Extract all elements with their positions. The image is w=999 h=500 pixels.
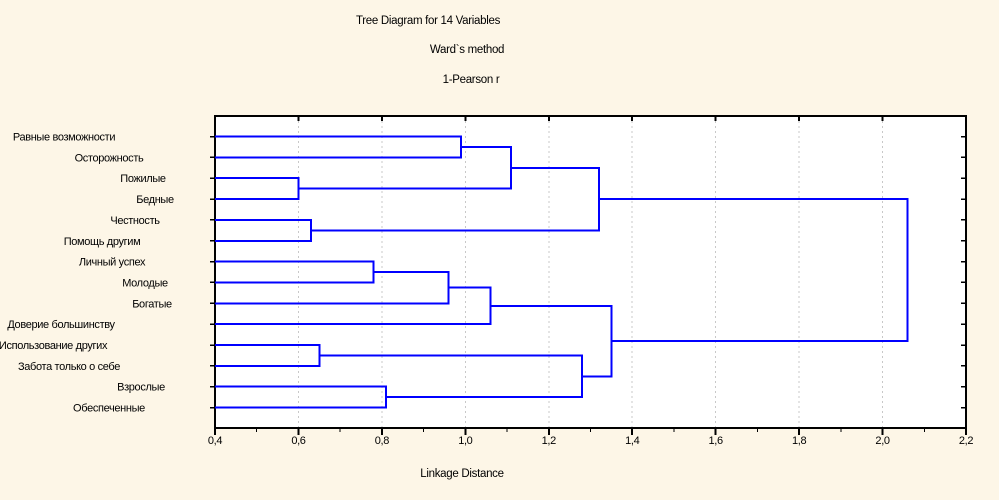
dendrogram-branch — [215, 271, 450, 305]
x-axis-title: Linkage Distance — [420, 468, 504, 480]
x-tick-label: 2,0 — [875, 435, 889, 447]
leaf-label: Использование других — [0, 340, 108, 352]
leaf-label: Молодые — [122, 277, 168, 289]
dendrogram-branch — [598, 198, 909, 343]
dendrogram-branch — [215, 135, 463, 159]
plot-background — [215, 116, 966, 428]
x-tick-label: 0,8 — [375, 435, 389, 447]
chart-subtitle-method: Ward`s method — [429, 44, 505, 56]
x-tick-label: 0,4 — [208, 435, 222, 447]
leaf-label: Осторожность — [75, 152, 144, 164]
leaf-label: Богатые — [132, 298, 172, 310]
x-tick-label: 0,6 — [291, 435, 305, 447]
chart-title: Tree Diagram for 14 Variables — [355, 15, 501, 27]
leaf-label: Пожилые — [120, 173, 166, 185]
leaf-label: Доверие большинству — [7, 319, 115, 331]
x-tick-label: 1,0 — [458, 435, 472, 447]
chart-subtitle-metric: 1-Pearson r — [442, 74, 500, 86]
dendrogram-branch — [215, 177, 300, 201]
leaf-label: Помощь другим — [64, 236, 141, 248]
dendrogram-branch — [215, 260, 375, 284]
x-tick-label: 1,8 — [792, 435, 806, 447]
leaf-label: Равные возможности — [13, 132, 116, 144]
leaf-label: Обеспеченные — [73, 403, 145, 415]
dendrogram-branch — [310, 166, 600, 232]
x-tick-label: 1,6 — [709, 435, 723, 447]
leaf-label: Честность — [110, 215, 160, 227]
plot-border — [214, 115, 967, 429]
leaf-label: Личный успех — [79, 257, 146, 269]
leaf-label: Забота только о себе — [18, 361, 120, 373]
dendrogram-branch — [215, 385, 388, 409]
x-tick-label: 1,2 — [542, 435, 556, 447]
leaf-label: Бедные — [136, 194, 174, 206]
x-tick-label: 1,4 — [625, 435, 639, 447]
dendrogram-branch — [215, 218, 312, 242]
leaf-label: Взрослые — [117, 382, 165, 394]
dendrogram-branch — [490, 304, 613, 378]
x-tick-label: 2,2 — [959, 435, 973, 447]
